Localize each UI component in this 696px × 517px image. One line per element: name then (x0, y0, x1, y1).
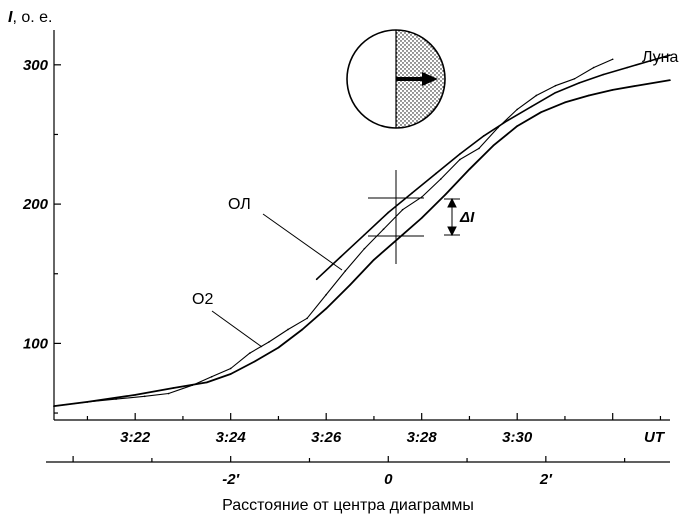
delta-marker (444, 197, 460, 237)
x-tick-label: 3:24 (216, 429, 247, 446)
series-line-2 (53, 58, 613, 407)
data-point (363, 247, 366, 250)
data-point (210, 376, 213, 378)
data-point (459, 158, 461, 161)
delta-label: ΔI (459, 209, 475, 226)
data-point (344, 270, 347, 272)
y-axis-title: I, о. е. (8, 9, 52, 26)
y-axis-unit: , о. е. (12, 9, 52, 26)
data-point (573, 77, 576, 80)
data-point (268, 341, 270, 343)
data-point (167, 392, 170, 395)
data-point (301, 328, 304, 331)
data-point (669, 79, 671, 81)
data-point (459, 153, 461, 155)
annotation-o2-leader (211, 310, 263, 348)
data-point (554, 84, 557, 87)
data-point (611, 89, 614, 91)
data-point (387, 211, 390, 214)
data-point (397, 238, 399, 240)
series-line-0 (53, 79, 671, 407)
x-tick-label: 3:26 (311, 429, 342, 446)
annotation-moon: Луна (642, 49, 679, 66)
data-point (172, 387, 175, 389)
data-point (277, 346, 280, 349)
data-point (669, 54, 671, 56)
data-point (435, 172, 437, 175)
data-point (535, 94, 538, 97)
series-group (53, 54, 671, 407)
data-point (516, 108, 518, 111)
data-point (554, 91, 557, 94)
data-point (382, 228, 385, 230)
data-point (540, 111, 542, 113)
x-axis-distance-title: Расстояние от центра диаграммы (222, 497, 474, 514)
data-point (444, 193, 447, 196)
data-point (401, 208, 404, 211)
data-point (626, 66, 628, 69)
y-ticks: 100 200 300 (22, 57, 61, 414)
data-point (650, 59, 652, 62)
x-tick-label: 3:28 (407, 429, 438, 446)
data-point (588, 94, 590, 97)
data-point (468, 168, 471, 171)
data-point (411, 192, 413, 194)
data-point (635, 84, 638, 87)
data-point (611, 58, 614, 61)
data-point (86, 401, 89, 403)
y-axis-var: I (8, 9, 13, 26)
x-tick-label: 3:22 (120, 429, 151, 446)
data-point (248, 352, 251, 354)
data-point (115, 398, 117, 400)
data-point (506, 119, 509, 122)
data-point (373, 259, 375, 261)
data-point (306, 317, 308, 320)
data-point (420, 217, 423, 219)
data-point (439, 178, 442, 180)
data-point (287, 328, 289, 331)
data-point (349, 284, 351, 286)
data-point (315, 278, 318, 281)
data-point (229, 367, 232, 370)
data-point (530, 105, 533, 108)
data-point (339, 256, 342, 258)
moon-disc-illustration (346, 29, 446, 129)
data-point (497, 126, 499, 129)
distance-tick-label: 2′ (539, 471, 553, 488)
data-point (325, 307, 327, 310)
y-tick-label: 200 (22, 196, 49, 213)
data-point (191, 384, 194, 386)
data-point (564, 101, 566, 104)
y-tick-label: 100 (23, 335, 49, 352)
data-point (363, 233, 366, 236)
crosshair-markers (368, 170, 424, 264)
x-axis-time-label: UT (644, 429, 666, 446)
data-point (229, 373, 232, 375)
data-point (516, 125, 518, 127)
series-line-1 (316, 54, 671, 280)
distance-ticks: -2′ 0 2′ (72, 456, 626, 488)
data-point (578, 82, 581, 84)
y-tick-label: 300 (23, 57, 49, 74)
annotation-o2: О2 (192, 291, 213, 308)
distance-tick-label: -2′ (222, 471, 240, 488)
data-point (478, 147, 480, 150)
x-ticks: 3:22 3:24 3:26 3:28 3:30 (86, 413, 662, 446)
data-point (134, 394, 136, 396)
data-point (53, 405, 55, 407)
data-point (206, 381, 208, 384)
data-point (143, 395, 146, 398)
data-point (325, 293, 327, 296)
data-point (602, 73, 604, 76)
x-tick-label: 3:30 (502, 429, 533, 446)
data-point (492, 144, 495, 147)
distance-tick-label: 0 (384, 471, 393, 488)
moon-arrow-head (422, 72, 438, 86)
data-point (592, 66, 595, 69)
annotation-ol: ОЛ (228, 196, 251, 213)
data-point (482, 135, 485, 137)
data-point (253, 360, 256, 363)
annotation-ol-leader (262, 213, 343, 271)
